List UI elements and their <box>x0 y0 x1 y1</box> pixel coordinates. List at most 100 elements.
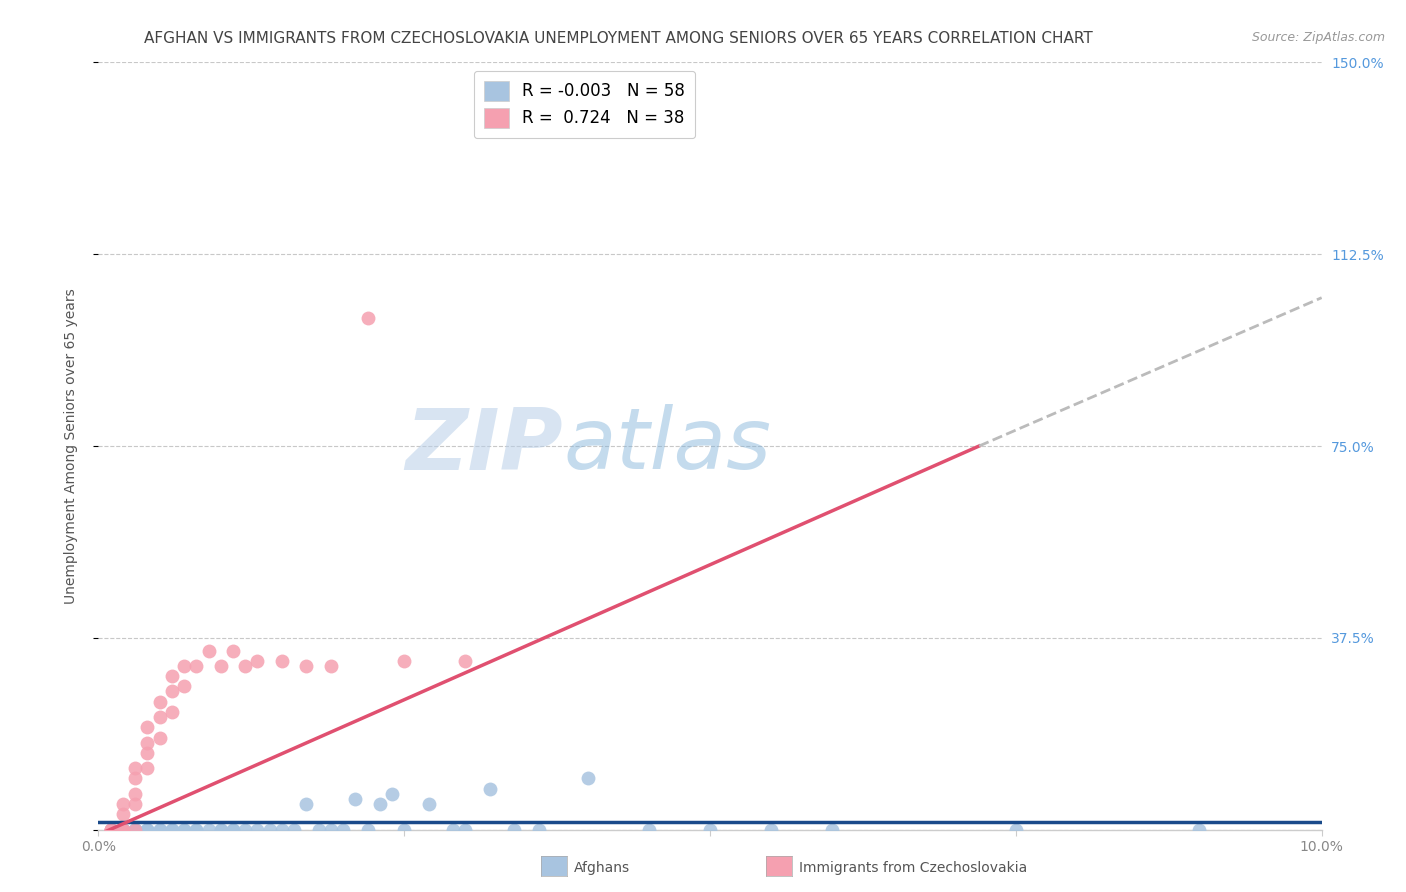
Point <box>1004 822 1026 837</box>
Point <box>100 822 122 837</box>
Point <box>209 659 232 673</box>
Point <box>149 710 172 724</box>
Text: AFGHAN VS IMMIGRANTS FROM CZECHOSLOVAKIA UNEMPLOYMENT AMONG SENIORS OVER 65 YEAR: AFGHAN VS IMMIGRANTS FROM CZECHOSLOVAKIA… <box>145 31 1092 46</box>
Point <box>111 822 134 837</box>
Text: atlas: atlas <box>564 404 772 488</box>
Point <box>186 822 208 837</box>
Point <box>100 822 122 837</box>
Point <box>149 695 172 709</box>
Point <box>259 822 281 837</box>
Point <box>1188 822 1211 837</box>
Point <box>392 654 416 668</box>
Point <box>197 822 219 837</box>
Point <box>136 761 159 775</box>
Point <box>699 822 721 837</box>
Point <box>100 822 122 837</box>
Point <box>149 822 172 837</box>
Point <box>136 822 159 837</box>
Point <box>418 797 440 811</box>
Point <box>344 792 367 806</box>
Point <box>283 822 305 837</box>
Legend: R = -0.003   N = 58, R =  0.724   N = 38: R = -0.003 N = 58, R = 0.724 N = 38 <box>474 70 695 138</box>
Point <box>222 822 245 837</box>
Point <box>222 822 245 837</box>
Point <box>111 797 134 811</box>
Point <box>111 822 134 837</box>
Point <box>124 822 146 837</box>
Point <box>381 787 404 801</box>
Point <box>124 822 146 837</box>
Point <box>392 822 416 837</box>
Point <box>124 797 146 811</box>
Point <box>173 822 195 837</box>
Point <box>124 772 146 786</box>
Point <box>246 654 269 668</box>
Point <box>160 705 183 719</box>
Point <box>124 787 146 801</box>
Point <box>173 822 195 837</box>
Point <box>527 822 550 837</box>
Point <box>160 822 183 837</box>
Point <box>100 822 122 837</box>
Point <box>160 669 183 683</box>
Point <box>209 822 232 837</box>
Point <box>149 731 172 745</box>
Point <box>332 822 354 837</box>
Point <box>111 822 134 837</box>
Point <box>124 822 146 837</box>
Point <box>576 772 599 786</box>
Point <box>295 659 318 673</box>
Point <box>233 822 256 837</box>
Point <box>454 822 477 837</box>
Point <box>197 643 219 657</box>
Point <box>136 822 159 837</box>
Point <box>124 822 146 837</box>
Point <box>111 807 134 822</box>
Point <box>186 822 208 837</box>
Point <box>111 822 134 837</box>
Point <box>136 736 159 750</box>
Point <box>160 822 183 837</box>
Point <box>503 822 526 837</box>
Point <box>100 822 122 837</box>
Point <box>368 797 391 811</box>
Point <box>319 822 342 837</box>
Point <box>295 797 318 811</box>
Point <box>356 822 378 837</box>
Point <box>454 654 477 668</box>
Point <box>319 659 342 673</box>
Point <box>222 643 245 657</box>
Point <box>124 822 146 837</box>
Point <box>160 822 183 837</box>
Point <box>124 822 146 837</box>
Point <box>441 822 464 837</box>
Point <box>173 659 195 673</box>
Point <box>478 781 501 796</box>
Text: Afghans: Afghans <box>574 861 630 875</box>
Text: ZIP: ZIP <box>405 404 564 488</box>
Point <box>100 822 122 837</box>
Point <box>246 822 269 837</box>
Point <box>270 654 292 668</box>
Point <box>124 761 146 775</box>
Point <box>111 822 134 837</box>
Point <box>136 720 159 734</box>
Point <box>186 659 208 673</box>
Point <box>111 822 134 837</box>
Point <box>100 822 122 837</box>
Point <box>637 822 661 837</box>
Point <box>209 822 232 837</box>
Point <box>160 684 183 698</box>
Point <box>759 822 782 837</box>
Point <box>149 822 172 837</box>
Point <box>308 822 330 837</box>
Point <box>233 659 256 673</box>
Point <box>136 746 159 760</box>
Text: Source: ZipAtlas.com: Source: ZipAtlas.com <box>1251 31 1385 45</box>
Point <box>356 311 378 326</box>
Point <box>111 822 134 837</box>
Point <box>270 822 292 837</box>
Text: Immigrants from Czechoslovakia: Immigrants from Czechoslovakia <box>799 861 1026 875</box>
Point <box>136 822 159 837</box>
Point <box>821 822 844 837</box>
